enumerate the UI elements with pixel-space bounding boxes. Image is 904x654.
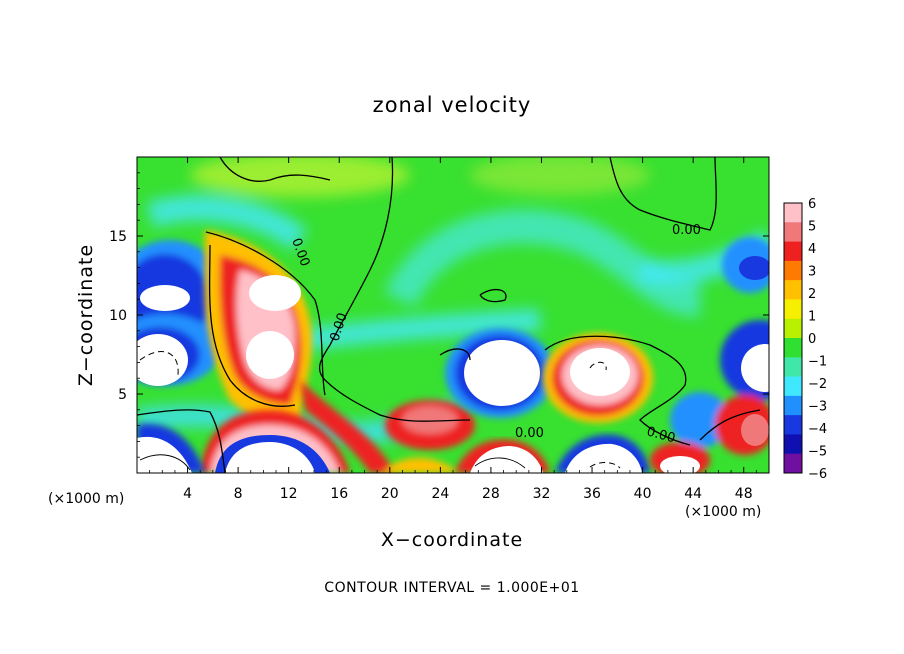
x-tick-label: 12 [280, 486, 298, 502]
contour-interval-note: CONTOUR INTERVAL = 1.000E+01 [324, 580, 579, 596]
colorbar-tick-label: −3 [808, 400, 827, 415]
y-tick-label: 15 [109, 229, 127, 245]
colorbar-tick-label: −4 [808, 422, 827, 437]
colorbar-tick-label: −2 [808, 377, 827, 392]
colorbar-swatch [784, 222, 802, 243]
colorbar-tick-label: 2 [808, 287, 816, 302]
colorbar: 6 5 4 3 2 1 0 −1 −2 −3 −4 −5 −6 [783, 197, 827, 482]
x-axis-label: X−coordinate [381, 529, 523, 551]
contour-label: 0.00 [672, 223, 701, 238]
colorbar-swatch [784, 376, 802, 397]
colorbar-swatch [784, 434, 802, 455]
colorbar-tick-label: 0 [808, 332, 816, 347]
x-tick-label: 44 [684, 486, 702, 502]
colorbar-swatch [784, 280, 802, 300]
x-tick-label: 32 [533, 486, 551, 502]
colorbar-tick-label: −5 [808, 445, 827, 460]
colorbar-tick-label: −1 [808, 355, 827, 370]
x-tick-label: 24 [431, 486, 449, 502]
x-tick-label: 8 [234, 486, 243, 502]
chart-title: zonal velocity [373, 93, 532, 117]
colorbar-swatch [784, 260, 802, 281]
y-tick-label: 5 [118, 387, 127, 403]
contour-label: 0.00 [645, 424, 677, 446]
y-axis: 5 10 15 [109, 172, 769, 458]
x-tick-label: 4 [183, 486, 192, 502]
colorbar-tick-label: 6 [808, 197, 816, 212]
colorbar-tick-label: 1 [808, 310, 816, 325]
contour-label: 0.00 [515, 426, 544, 441]
colorbar-swatch [784, 453, 802, 474]
colorbar-swatch [784, 318, 802, 339]
colorbar-swatch [784, 338, 802, 358]
x-tick-label: 36 [583, 486, 601, 502]
heatmap-field [137, 157, 769, 473]
colorbar-swatch [784, 357, 802, 378]
x-tick-label: 28 [482, 486, 500, 502]
y-axis-label: Z−coordinate [75, 244, 97, 386]
colorbar-tick-label: 3 [808, 265, 816, 280]
colorbar-swatch [784, 395, 802, 416]
x-axis: 4 8 12 16 20 24 28 32 36 40 44 48 [149, 157, 757, 502]
x-unit-right: (×1000 m) [685, 504, 761, 520]
colorbar-tick-label: 5 [808, 220, 816, 235]
colorbar-tick-label: 4 [808, 242, 816, 257]
colorbar-swatch [784, 415, 802, 435]
colorbar-swatch [784, 299, 802, 320]
colorbar-swatch [784, 241, 802, 262]
colorbar-frame [783, 202, 803, 474]
y-tick-label: 10 [109, 308, 127, 324]
x-tick-label: 48 [735, 486, 753, 502]
x-unit-left: (×1000 m) [48, 491, 124, 507]
x-tick-label: 40 [634, 486, 652, 502]
x-tick-label: 16 [330, 486, 348, 502]
colorbar-tick-label: −6 [808, 467, 827, 482]
x-tick-label: 20 [381, 486, 399, 502]
colorbar-swatch [784, 203, 802, 223]
